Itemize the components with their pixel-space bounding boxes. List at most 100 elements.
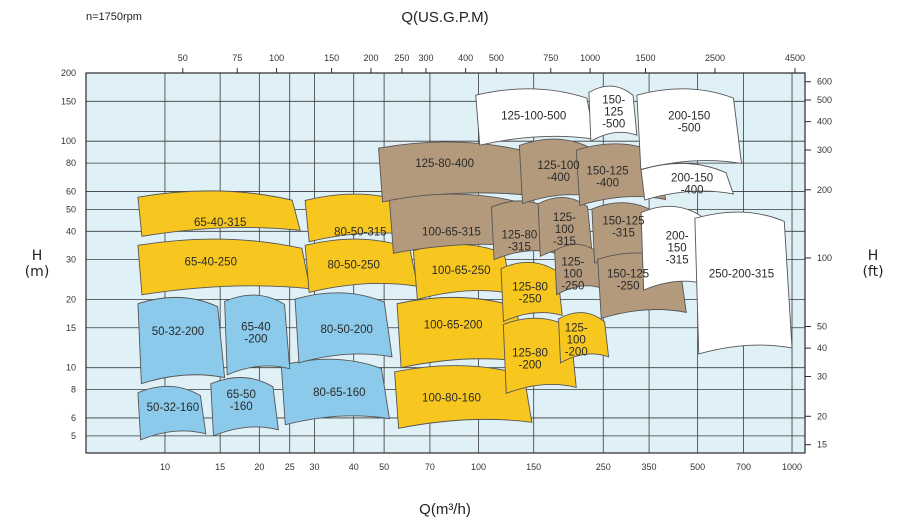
y-tick-label: 60 <box>66 186 76 196</box>
region-125-80-250 <box>500 261 563 323</box>
top-tick-label: 200 <box>363 53 378 63</box>
x-tick-label: 150 <box>526 462 541 472</box>
region-label: 125-80-400 <box>415 158 474 170</box>
top-tick-label: 1000 <box>580 53 600 63</box>
x-tick-label: 500 <box>690 462 705 472</box>
region-label: 125-80 -315 <box>501 229 537 253</box>
region-label: 125-100 -400 <box>537 160 579 184</box>
top-tick-label: 500 <box>489 53 504 63</box>
region-250-200-315 <box>694 211 793 355</box>
top-tick-label: 2500 <box>705 53 725 63</box>
region-label: 200-150 -400 <box>671 173 713 197</box>
region-80-50-200 <box>294 292 393 364</box>
region-100-80-160 <box>394 365 533 429</box>
region-label: 80-50-200 <box>321 324 373 336</box>
region-label: 100-65-315 <box>422 226 481 238</box>
region-150-125-500 <box>588 85 638 142</box>
y-tick-label: 6 <box>71 413 76 423</box>
x-tick-label: 50 <box>379 462 389 472</box>
region-label: 50-32-200 <box>152 326 204 338</box>
x-tick-label: 20 <box>254 462 264 472</box>
region-label: 65-40-250 <box>185 256 237 268</box>
region-200-150-400 <box>640 163 735 201</box>
region-label: 125-100 -200 <box>565 323 588 359</box>
region-label: 125-100-500 <box>501 110 566 122</box>
plot-frame <box>85 72 806 454</box>
right-tick-label: 200 <box>817 185 832 195</box>
right-tick-label: 15 <box>817 440 827 450</box>
region-125-80-400 <box>378 141 535 203</box>
region-label: 50-32-160 <box>147 402 199 414</box>
region-label: 100-65-250 <box>432 265 491 277</box>
left-axis-title: H (m) <box>25 248 50 280</box>
y-tick-label: 5 <box>71 431 76 441</box>
pump-regions: 50-32-160 65-50 -160 80-65-160 50-32-200 65-4… <box>137 85 793 441</box>
top-axis-title: Q(US.G.P.M) <box>401 9 488 26</box>
y-tick-label: 15 <box>66 323 76 333</box>
top-tick-label: 150 <box>324 53 339 63</box>
y-tick-label: 200 <box>61 68 76 78</box>
region-label: 200-150 -500 <box>668 111 710 135</box>
x-tick-label: 350 <box>642 462 657 472</box>
x-tick-label: 700 <box>736 462 751 472</box>
region-label: 250-200-315 <box>709 269 774 281</box>
top-tick-label: 400 <box>458 53 473 63</box>
region-label: 100-80-160 <box>422 392 481 404</box>
region-label: 150-125 -500 <box>602 95 625 131</box>
y-tick-label: 20 <box>66 294 76 304</box>
region-label: 125-100 -315 <box>553 212 576 248</box>
right-tick-label: 500 <box>817 95 832 105</box>
right-tick-label: 400 <box>817 117 832 127</box>
top-tick-label: 1500 <box>636 53 656 63</box>
right-tick-label: 20 <box>817 411 827 421</box>
right-axis-title: H (ft) <box>862 248 883 280</box>
y-tick-label: 40 <box>66 226 76 236</box>
region-50-32-200 <box>137 296 226 385</box>
right-tick-label: 600 <box>817 77 832 87</box>
x-tick-label: 250 <box>596 462 611 472</box>
x-tick-label: 1000 <box>782 462 802 472</box>
top-tick-label: 300 <box>418 53 433 63</box>
y-tick-label: 50 <box>66 204 76 214</box>
region-label: 65-40-315 <box>194 217 246 229</box>
region-label: 65-50 -160 <box>226 389 255 413</box>
top-tick-label: 75 <box>232 53 242 63</box>
top-tick-label: 750 <box>543 53 558 63</box>
region-label: 150-125 -400 <box>586 165 628 189</box>
y-tick-label: 150 <box>61 96 76 106</box>
region-65-40-200 <box>224 294 291 376</box>
y-tick-label: 100 <box>61 136 76 146</box>
region-50-32-160 <box>137 385 207 441</box>
region-label: 125-80 -200 <box>512 347 548 371</box>
top-tick-label: 100 <box>269 53 284 63</box>
top-tick-label: 50 <box>178 53 188 63</box>
x-tick-label: 100 <box>471 462 486 472</box>
top-tick-label: 4500 <box>785 53 805 63</box>
region-label: 65-40 -200 <box>241 321 270 345</box>
x-tick-label: 40 <box>349 462 359 472</box>
y-tick-label: 30 <box>66 255 76 265</box>
x-tick-label: 30 <box>310 462 320 472</box>
region-label: 80-50-315 <box>334 226 386 238</box>
x-tick-label: 15 <box>215 462 225 472</box>
right-tick-label: 50 <box>817 321 827 331</box>
right-tick-label: 100 <box>817 253 832 263</box>
x-tick-label: 10 <box>160 462 170 472</box>
y-tick-label: 10 <box>66 363 76 373</box>
right-tick-label: 300 <box>817 145 832 155</box>
x-tick-label: 25 <box>285 462 295 472</box>
region-125-80-200 <box>502 317 577 395</box>
right-tick-label: 40 <box>817 343 827 353</box>
region-label: 150-125 -250 <box>607 269 649 293</box>
region-label: 80-50-250 <box>328 260 380 272</box>
region-label: 125-80 -250 <box>512 281 548 305</box>
region-65-40-315 <box>137 190 301 237</box>
region-label: 150-125 -315 <box>602 216 644 240</box>
region-label: 100-65-200 <box>424 320 483 332</box>
region-125-100-200 <box>558 312 610 364</box>
top-tick-label: 250 <box>394 53 409 63</box>
region-65-50-160 <box>210 377 279 437</box>
y-tick-label: 8 <box>71 385 76 395</box>
axis-ticks: 10 15 20 25 30 40 50 70 100 150 250 350 500 700 1000 5 6… <box>61 53 832 472</box>
